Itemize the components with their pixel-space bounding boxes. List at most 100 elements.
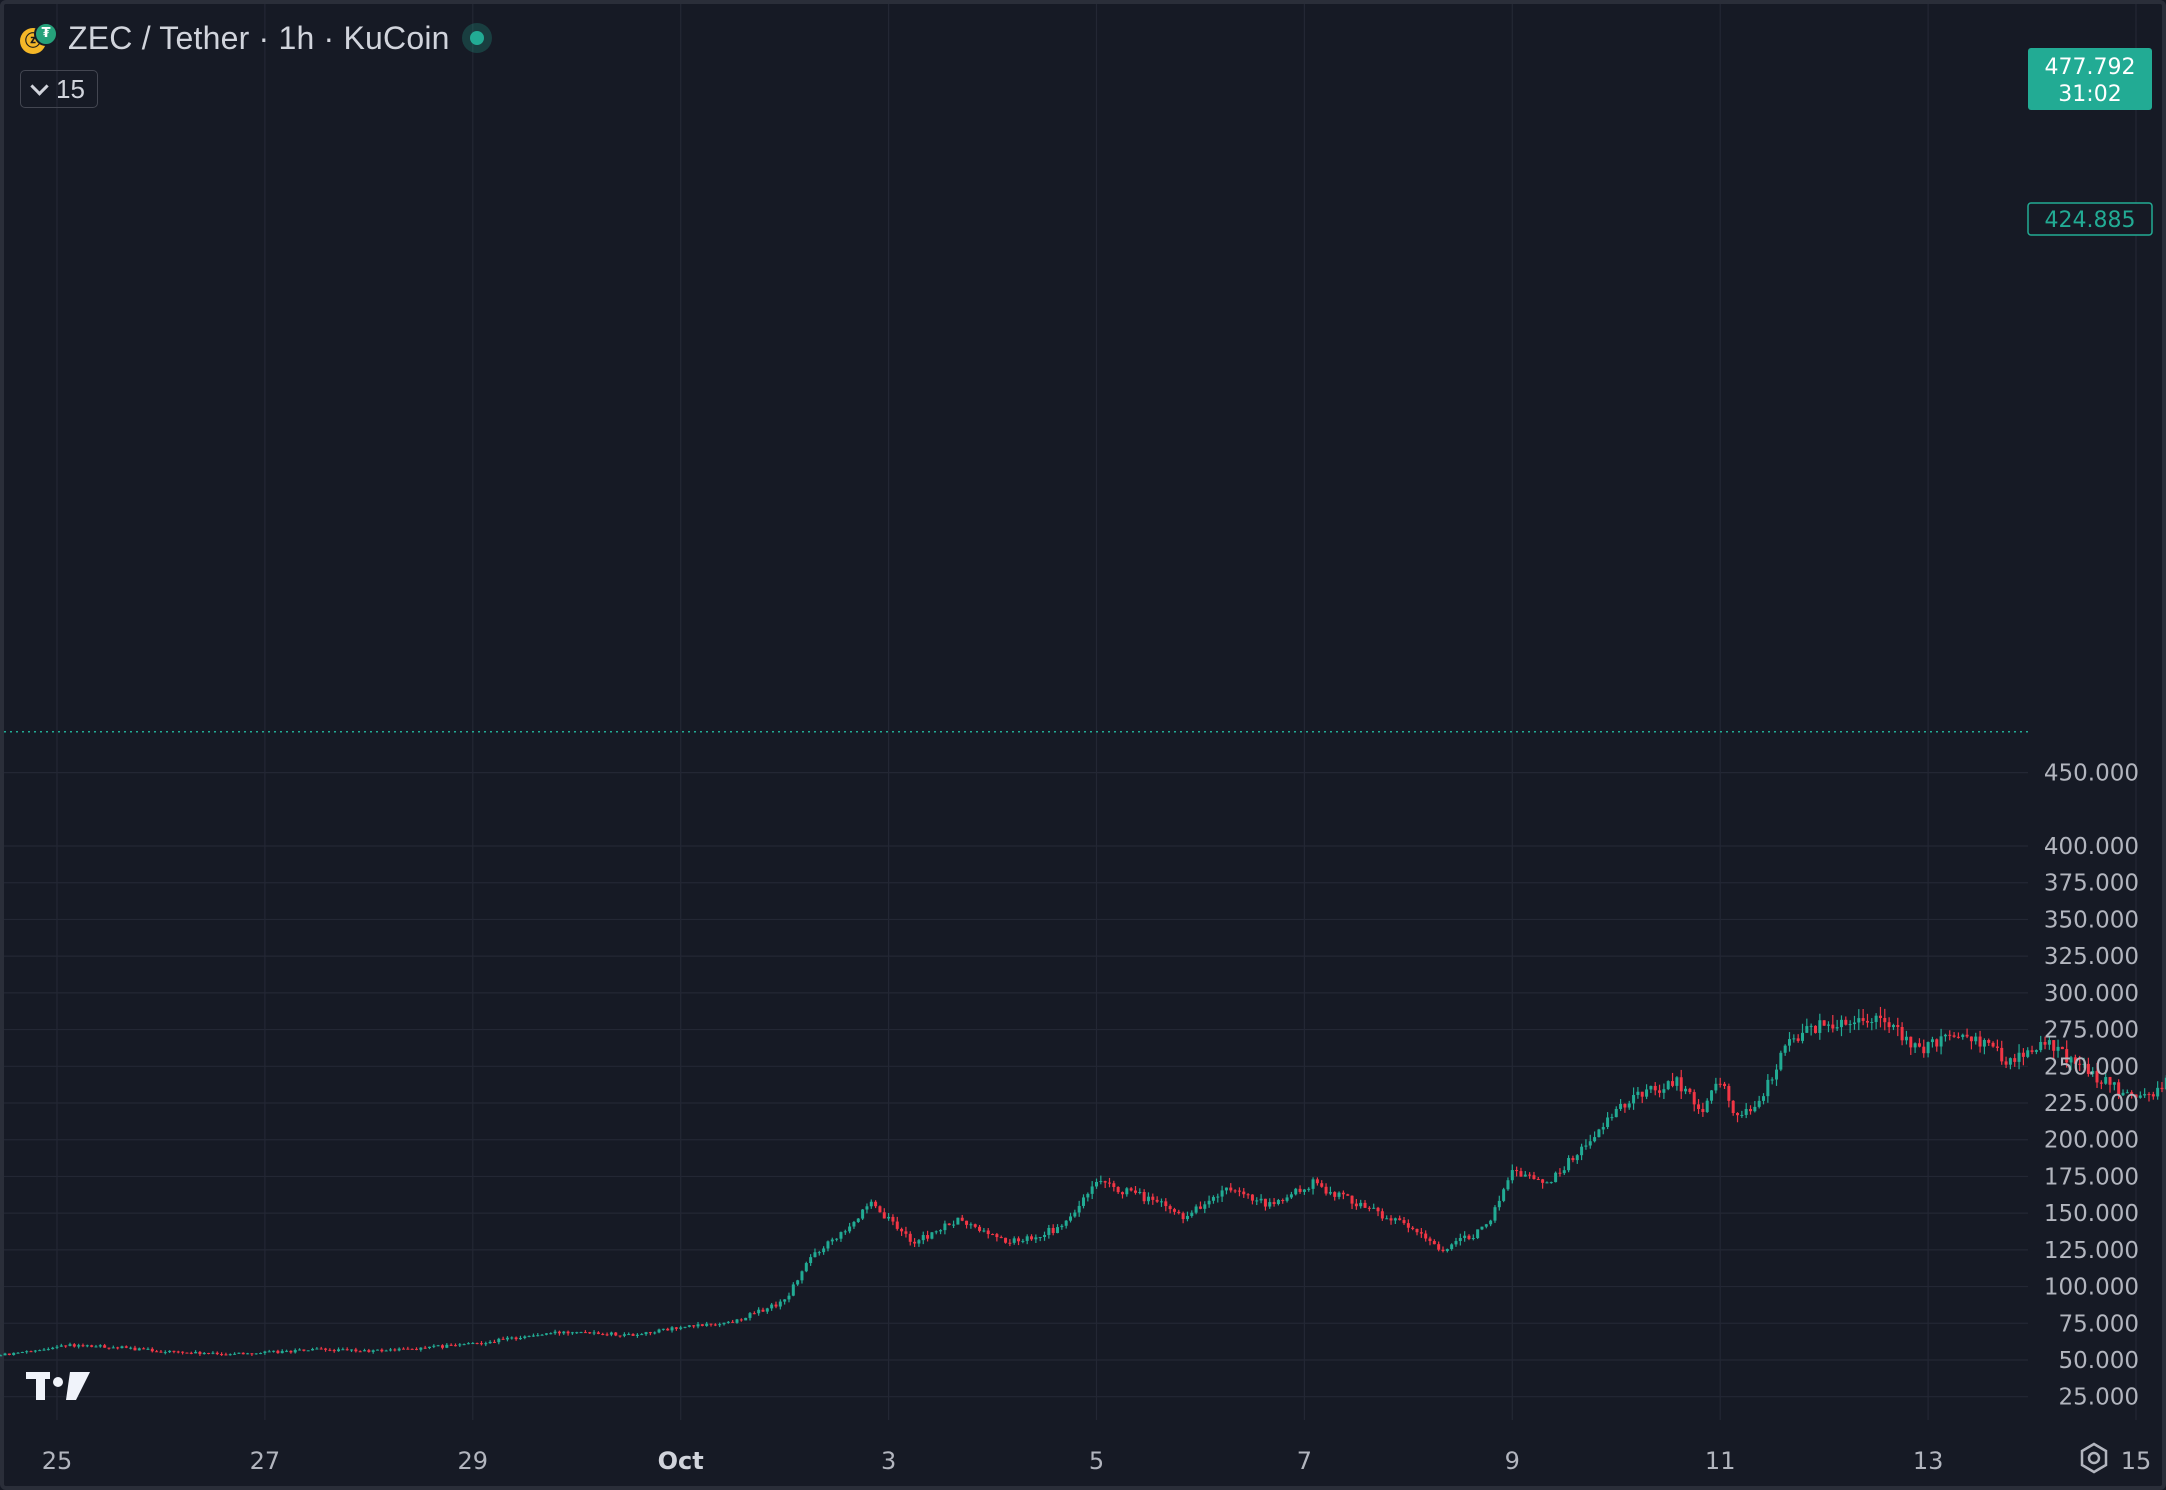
candle — [770, 1302, 774, 1311]
candle — [1354, 1198, 1358, 1210]
candle — [614, 1331, 618, 1337]
candle — [735, 1318, 739, 1324]
candle — [1571, 1155, 1575, 1163]
candle — [488, 1340, 492, 1344]
candle — [1432, 1239, 1436, 1245]
candle — [1476, 1229, 1480, 1240]
candle — [2030, 1045, 2034, 1055]
candle — [696, 1321, 700, 1329]
candle — [20, 1351, 24, 1354]
candle — [1454, 1237, 1458, 1247]
candle — [1580, 1143, 1584, 1161]
candle — [1272, 1198, 1276, 1207]
candle — [978, 1224, 982, 1233]
candle — [848, 1222, 852, 1234]
market-status-icon[interactable] — [461, 23, 492, 53]
candle — [81, 1343, 85, 1348]
candle — [999, 1235, 1003, 1239]
x-tick-label: 29 — [458, 1447, 489, 1475]
candle — [1320, 1180, 1324, 1188]
candle — [796, 1279, 800, 1286]
price-axis[interactable]: 25.000 50.000 75.000 100.000 125.000 150.000 1… — [2044, 761, 2139, 1411]
candle — [531, 1333, 535, 1337]
candle — [155, 1349, 159, 1353]
tradingview-logo-icon[interactable] — [26, 1372, 90, 1402]
candle — [350, 1349, 354, 1352]
candle — [1909, 1036, 1913, 1055]
candle — [1064, 1220, 1068, 1229]
symbol-legend[interactable]: ⓩ ₮ ZEC / Tether · 1h · KuCoin — [20, 16, 492, 60]
candle — [453, 1343, 457, 1347]
candle — [1506, 1177, 1510, 1191]
candle — [1095, 1178, 1098, 1189]
candle — [354, 1347, 358, 1353]
candle — [774, 1301, 778, 1309]
candle — [601, 1332, 605, 1336]
candle — [1237, 1187, 1241, 1197]
indicator-count: 15 — [56, 73, 85, 104]
candle — [930, 1232, 934, 1240]
candle — [419, 1347, 423, 1352]
candle — [1090, 1181, 1094, 1200]
candle — [1926, 1041, 1930, 1058]
candle — [514, 1336, 518, 1341]
candle — [16, 1352, 20, 1354]
candle — [1385, 1215, 1389, 1220]
candle — [1034, 1234, 1038, 1243]
candle — [46, 1347, 50, 1351]
candle — [865, 1203, 869, 1214]
candle — [830, 1237, 834, 1245]
candle — [2021, 1048, 2025, 1066]
candle — [1783, 1044, 1787, 1056]
candle — [1155, 1196, 1159, 1203]
candle — [2026, 1047, 2030, 1059]
candle — [973, 1223, 977, 1229]
marker-price-value: 424.885 — [2045, 208, 2136, 233]
candle — [2099, 1080, 2103, 1090]
candle — [1138, 1188, 1142, 1195]
settings-gear-icon[interactable] — [2078, 1442, 2110, 1474]
candle — [185, 1352, 189, 1354]
candle — [817, 1250, 821, 1256]
candle — [1593, 1131, 1597, 1143]
candle — [2130, 1090, 2134, 1099]
candle — [1558, 1168, 1562, 1177]
candle — [1939, 1028, 1943, 1055]
time-axis[interactable]: 252729Oct357911131517192123252729Nov — [42, 1447, 2166, 1475]
candle — [692, 1325, 696, 1329]
candle — [1610, 1113, 1614, 1121]
candle — [1346, 1193, 1350, 1196]
candle — [1484, 1223, 1488, 1229]
candle — [337, 1347, 341, 1352]
y-tick-label: 375.000 — [2044, 871, 2139, 897]
candle — [2086, 1057, 2090, 1077]
candle — [302, 1349, 306, 1352]
candle — [129, 1346, 133, 1350]
candle — [90, 1344, 94, 1348]
candle — [1554, 1171, 1558, 1183]
candle — [588, 1331, 592, 1334]
candle — [1515, 1166, 1519, 1177]
candle — [861, 1209, 865, 1221]
candle — [1419, 1227, 1423, 1238]
candle — [414, 1347, 418, 1351]
candle — [1597, 1128, 1601, 1138]
candle — [146, 1347, 150, 1350]
candle — [33, 1349, 37, 1353]
candle — [640, 1333, 644, 1336]
candle — [1588, 1134, 1592, 1149]
candle — [1614, 1106, 1618, 1118]
candle — [1207, 1195, 1211, 1208]
candle — [1718, 1077, 1722, 1088]
candle — [1471, 1234, 1475, 1241]
candle — [2125, 1089, 2129, 1094]
candle — [410, 1348, 414, 1350]
y-tick-label: 275.000 — [2044, 1018, 2139, 1044]
candle — [1467, 1234, 1471, 1241]
candle — [1294, 1187, 1298, 1196]
candle — [917, 1238, 921, 1247]
candle — [1172, 1207, 1176, 1215]
candle — [423, 1345, 427, 1349]
indicators-collapse-button[interactable]: 15 — [20, 70, 98, 108]
